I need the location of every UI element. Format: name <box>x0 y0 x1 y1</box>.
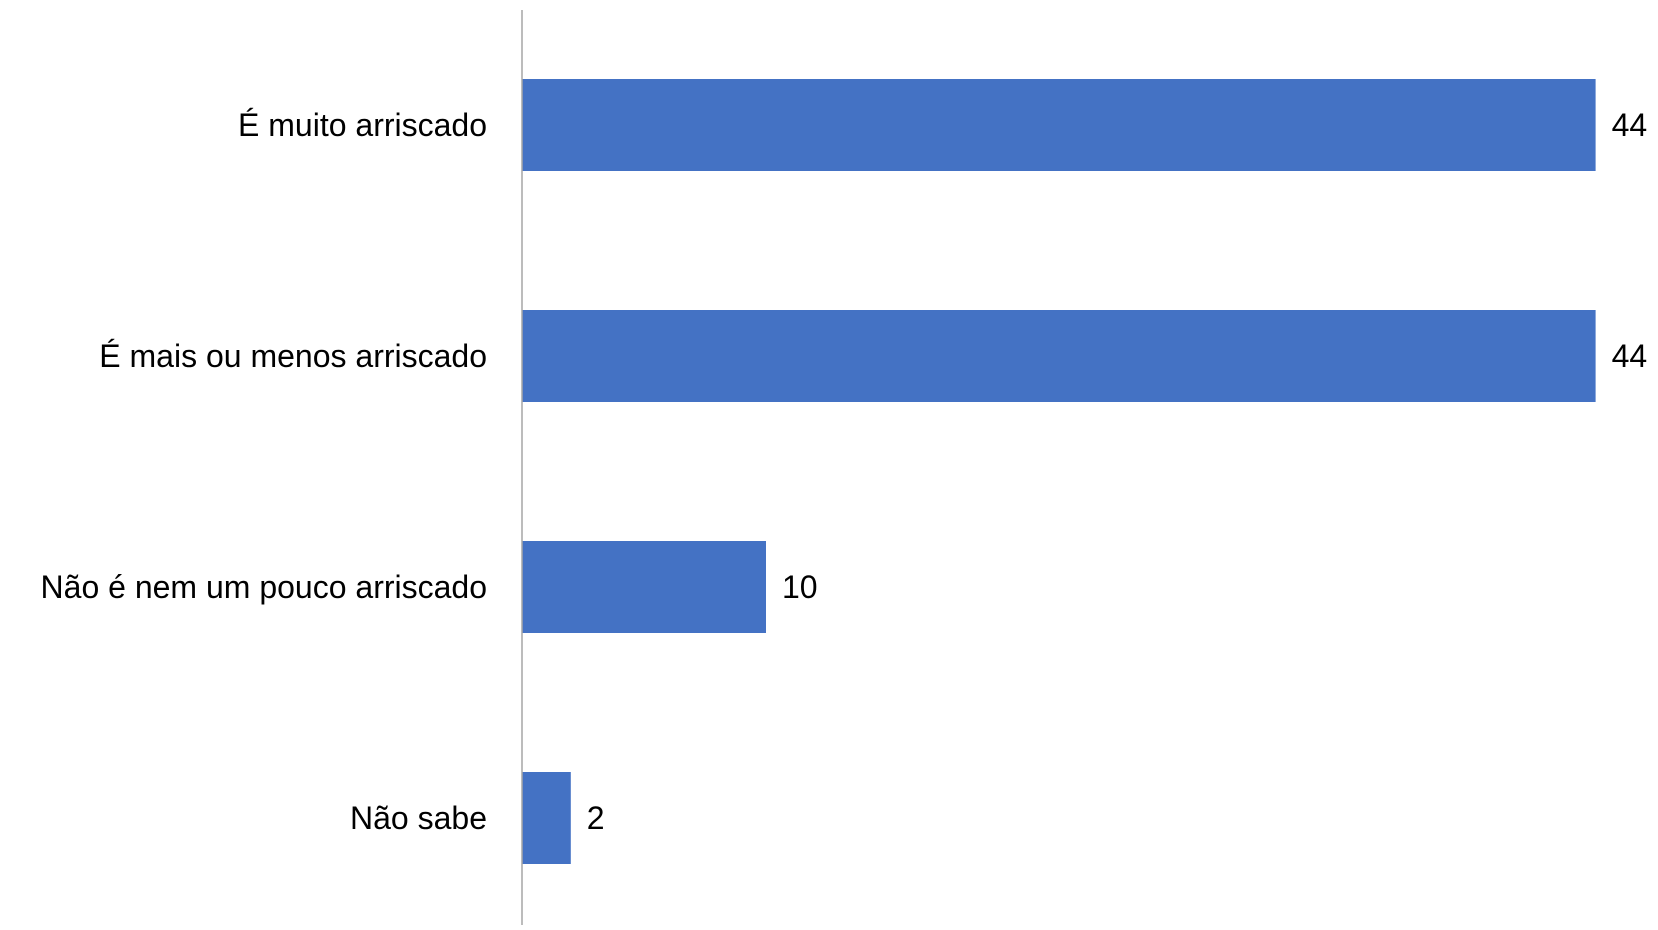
category-label: É mais ou menos arriscado <box>99 338 487 374</box>
category-label: Não sabe <box>350 800 487 836</box>
data-label: 10 <box>782 569 818 605</box>
bar <box>522 310 1596 402</box>
category-label: Não é nem um pouco arriscado <box>41 569 487 605</box>
data-label: 44 <box>1612 338 1648 374</box>
bar <box>522 79 1596 171</box>
bar <box>522 772 571 864</box>
data-label: 44 <box>1612 107 1648 143</box>
bar <box>522 541 766 633</box>
data-label: 2 <box>587 800 605 836</box>
category-label: É muito arriscado <box>238 107 487 143</box>
